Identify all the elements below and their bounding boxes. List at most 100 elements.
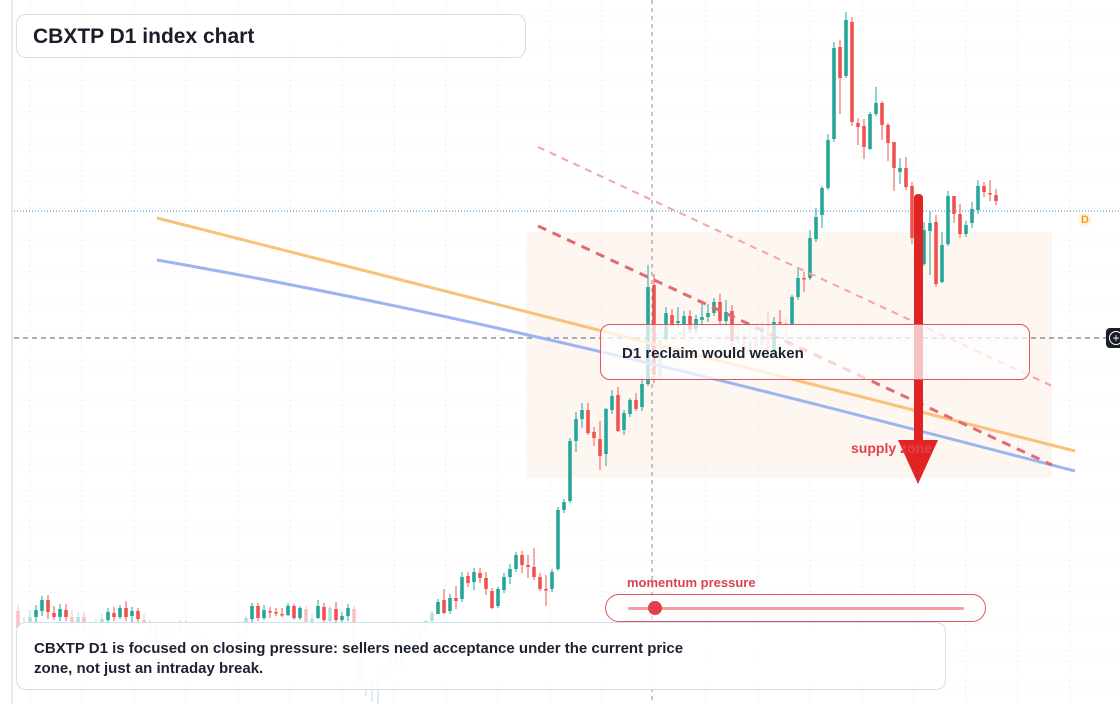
candle-body: [274, 612, 278, 614]
candle-body: [598, 439, 602, 456]
candle-body: [706, 313, 710, 317]
candle: [808, 230, 812, 280]
candle-body: [844, 20, 848, 76]
candle: [52, 606, 56, 620]
analysis-note: CBXTP D1 is focused on closing pressure:…: [34, 640, 684, 677]
candle: [628, 398, 632, 417]
candle-body: [886, 125, 890, 143]
candle: [556, 507, 560, 571]
candle: [118, 605, 122, 619]
candle-body: [856, 123, 860, 127]
crosshair-handle[interactable]: +: [1106, 328, 1120, 348]
candle-body: [808, 238, 812, 278]
candle-body: [832, 48, 836, 139]
candle-body: [436, 602, 440, 614]
candle: [502, 573, 506, 593]
candle-body: [904, 168, 908, 187]
candle-body: [994, 195, 998, 201]
candle-body: [616, 395, 620, 431]
candle: [34, 605, 38, 622]
candle: [292, 604, 296, 620]
candle-body: [700, 317, 704, 320]
candle-body: [958, 214, 962, 234]
candle: [436, 599, 440, 614]
candle: [838, 40, 842, 114]
candle-body: [280, 614, 284, 616]
candle-body: [454, 598, 458, 601]
candle: [124, 601, 128, 621]
candle-body: [796, 278, 800, 297]
candle-body: [250, 606, 254, 619]
candle-body: [592, 432, 596, 438]
candle: [622, 410, 626, 435]
candle: [586, 403, 590, 435]
candle-body: [124, 608, 128, 617]
candle-body: [880, 103, 884, 125]
candle: [442, 589, 446, 614]
momentum-slider[interactable]: [605, 594, 986, 622]
candle-body: [838, 47, 842, 78]
candle-body: [820, 188, 824, 215]
candle-body: [514, 555, 518, 569]
candle-body: [778, 322, 782, 324]
candle-body: [496, 589, 500, 606]
candle: [112, 607, 116, 621]
candle-body: [946, 196, 950, 244]
candle-body: [322, 607, 326, 620]
candle: [724, 300, 728, 326]
candle: [880, 101, 884, 140]
timeframe-badge[interactable]: D: [1078, 213, 1092, 227]
candle: [538, 573, 542, 591]
candle-body: [532, 567, 536, 577]
candle: [886, 123, 890, 161]
candle-body: [574, 419, 578, 441]
dashed-resistance-lower: [537, 224, 1053, 467]
candle-body: [466, 576, 470, 583]
candle-body: [286, 606, 290, 615]
candle: [922, 222, 926, 266]
candle: [562, 499, 566, 513]
candle: [250, 603, 254, 623]
candle: [910, 182, 914, 244]
candle-body: [334, 609, 338, 620]
candle-body: [892, 142, 896, 168]
chart-title-panel: CBXTP D1 index chart: [16, 14, 526, 58]
candle: [460, 572, 464, 602]
candle-body: [922, 230, 926, 264]
plus-icon: +: [1109, 331, 1120, 345]
candle: [700, 304, 704, 324]
candle: [532, 548, 536, 580]
candle: [262, 605, 266, 620]
candle-body: [910, 186, 914, 238]
candle: [448, 594, 452, 614]
candle: [340, 612, 344, 623]
candle: [856, 118, 860, 145]
candle: [604, 408, 608, 466]
candle-body: [628, 400, 632, 414]
candle: [868, 112, 872, 150]
candle: [940, 232, 944, 283]
candle: [484, 572, 488, 595]
candle-body: [298, 608, 302, 618]
candle: [280, 608, 284, 617]
candle: [526, 555, 530, 578]
candle-body: [142, 620, 146, 622]
candle: [286, 603, 290, 616]
momentum-knob[interactable]: [647, 601, 662, 615]
candle-body: [328, 608, 332, 621]
candle: [616, 387, 620, 432]
candle: [802, 272, 806, 292]
candle: [274, 608, 278, 616]
candle-body: [508, 569, 512, 577]
candle: [862, 119, 866, 159]
candle-body: [550, 572, 554, 589]
candle-body: [34, 610, 38, 617]
candle: [430, 611, 434, 623]
reclaim-callout: D1 reclaim would weaken: [600, 324, 1030, 380]
candle-body: [46, 600, 50, 612]
candle-body: [448, 598, 452, 611]
candle-body: [622, 413, 626, 430]
candle-body: [850, 22, 854, 122]
candle: [490, 588, 494, 609]
candle: [592, 427, 596, 446]
